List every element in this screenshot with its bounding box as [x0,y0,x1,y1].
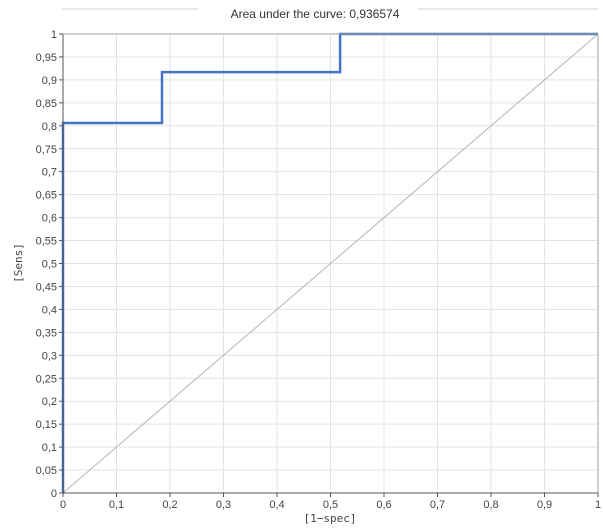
y-tick-label: 0,1 [42,442,57,454]
x-tick-label: 0,9 [537,499,552,511]
x-axis-ticks: 0 0,1 0,2 0,3 0,4 0,5 0,6 0,7 0,8 0,9 1 [60,493,601,511]
x-tick-label: 0,6 [376,499,391,511]
y-tick-label: 0,7 [42,167,57,179]
x-tick-label: 0,2 [162,499,177,511]
x-tick-label: 0,4 [269,499,284,511]
y-tick-label: 0,75 [36,144,57,156]
y-tick-label: 0,35 [36,327,57,339]
reference-diagonal [62,33,599,494]
y-tick-label: 1 [51,29,57,41]
y-tick-label: 0,5 [42,259,57,271]
y-tick-label: 0,4 [42,304,57,316]
y-tick-label: 0,05 [36,465,57,477]
y-axis-label: [Sens] [12,243,25,283]
x-axis-label: [1−spec] [304,512,357,525]
y-tick-label: 0,95 [36,52,57,64]
grid-lines [63,34,598,493]
y-tick-label: 0,15 [36,419,57,431]
x-tick-label: 0 [60,499,66,511]
chart-title: Area under the curve: 0,936574 [231,7,400,21]
y-tick-label: 0,45 [36,281,57,293]
diagonal-reference-line [62,33,599,494]
y-tick-label: 0,65 [36,190,57,202]
x-tick-label: 1 [595,499,601,511]
x-tick-label: 0,5 [323,499,338,511]
y-tick-label: 0,9 [42,75,57,87]
y-tick-label: 0,25 [36,373,57,385]
y-tick-label: 0,3 [42,350,57,362]
x-tick-label: 0,1 [109,499,124,511]
y-tick-label: 0,6 [42,213,57,225]
x-tick-label: 0,8 [483,499,498,511]
y-tick-label: 0,8 [42,121,57,133]
y-tick-label: 0 [51,488,57,500]
x-tick-label: 0,3 [216,499,231,511]
y-tick-label: 0,55 [36,236,57,248]
y-tick-label: 0,85 [36,98,57,110]
y-axis-ticks: 0 0,05 0,1 0,15 0,2 0,25 0,3 0,35 0,4 0,45 0,5 0,55… [36,29,63,500]
y-tick-label: 0,2 [42,396,57,408]
x-tick-label: 0,7 [430,499,445,511]
